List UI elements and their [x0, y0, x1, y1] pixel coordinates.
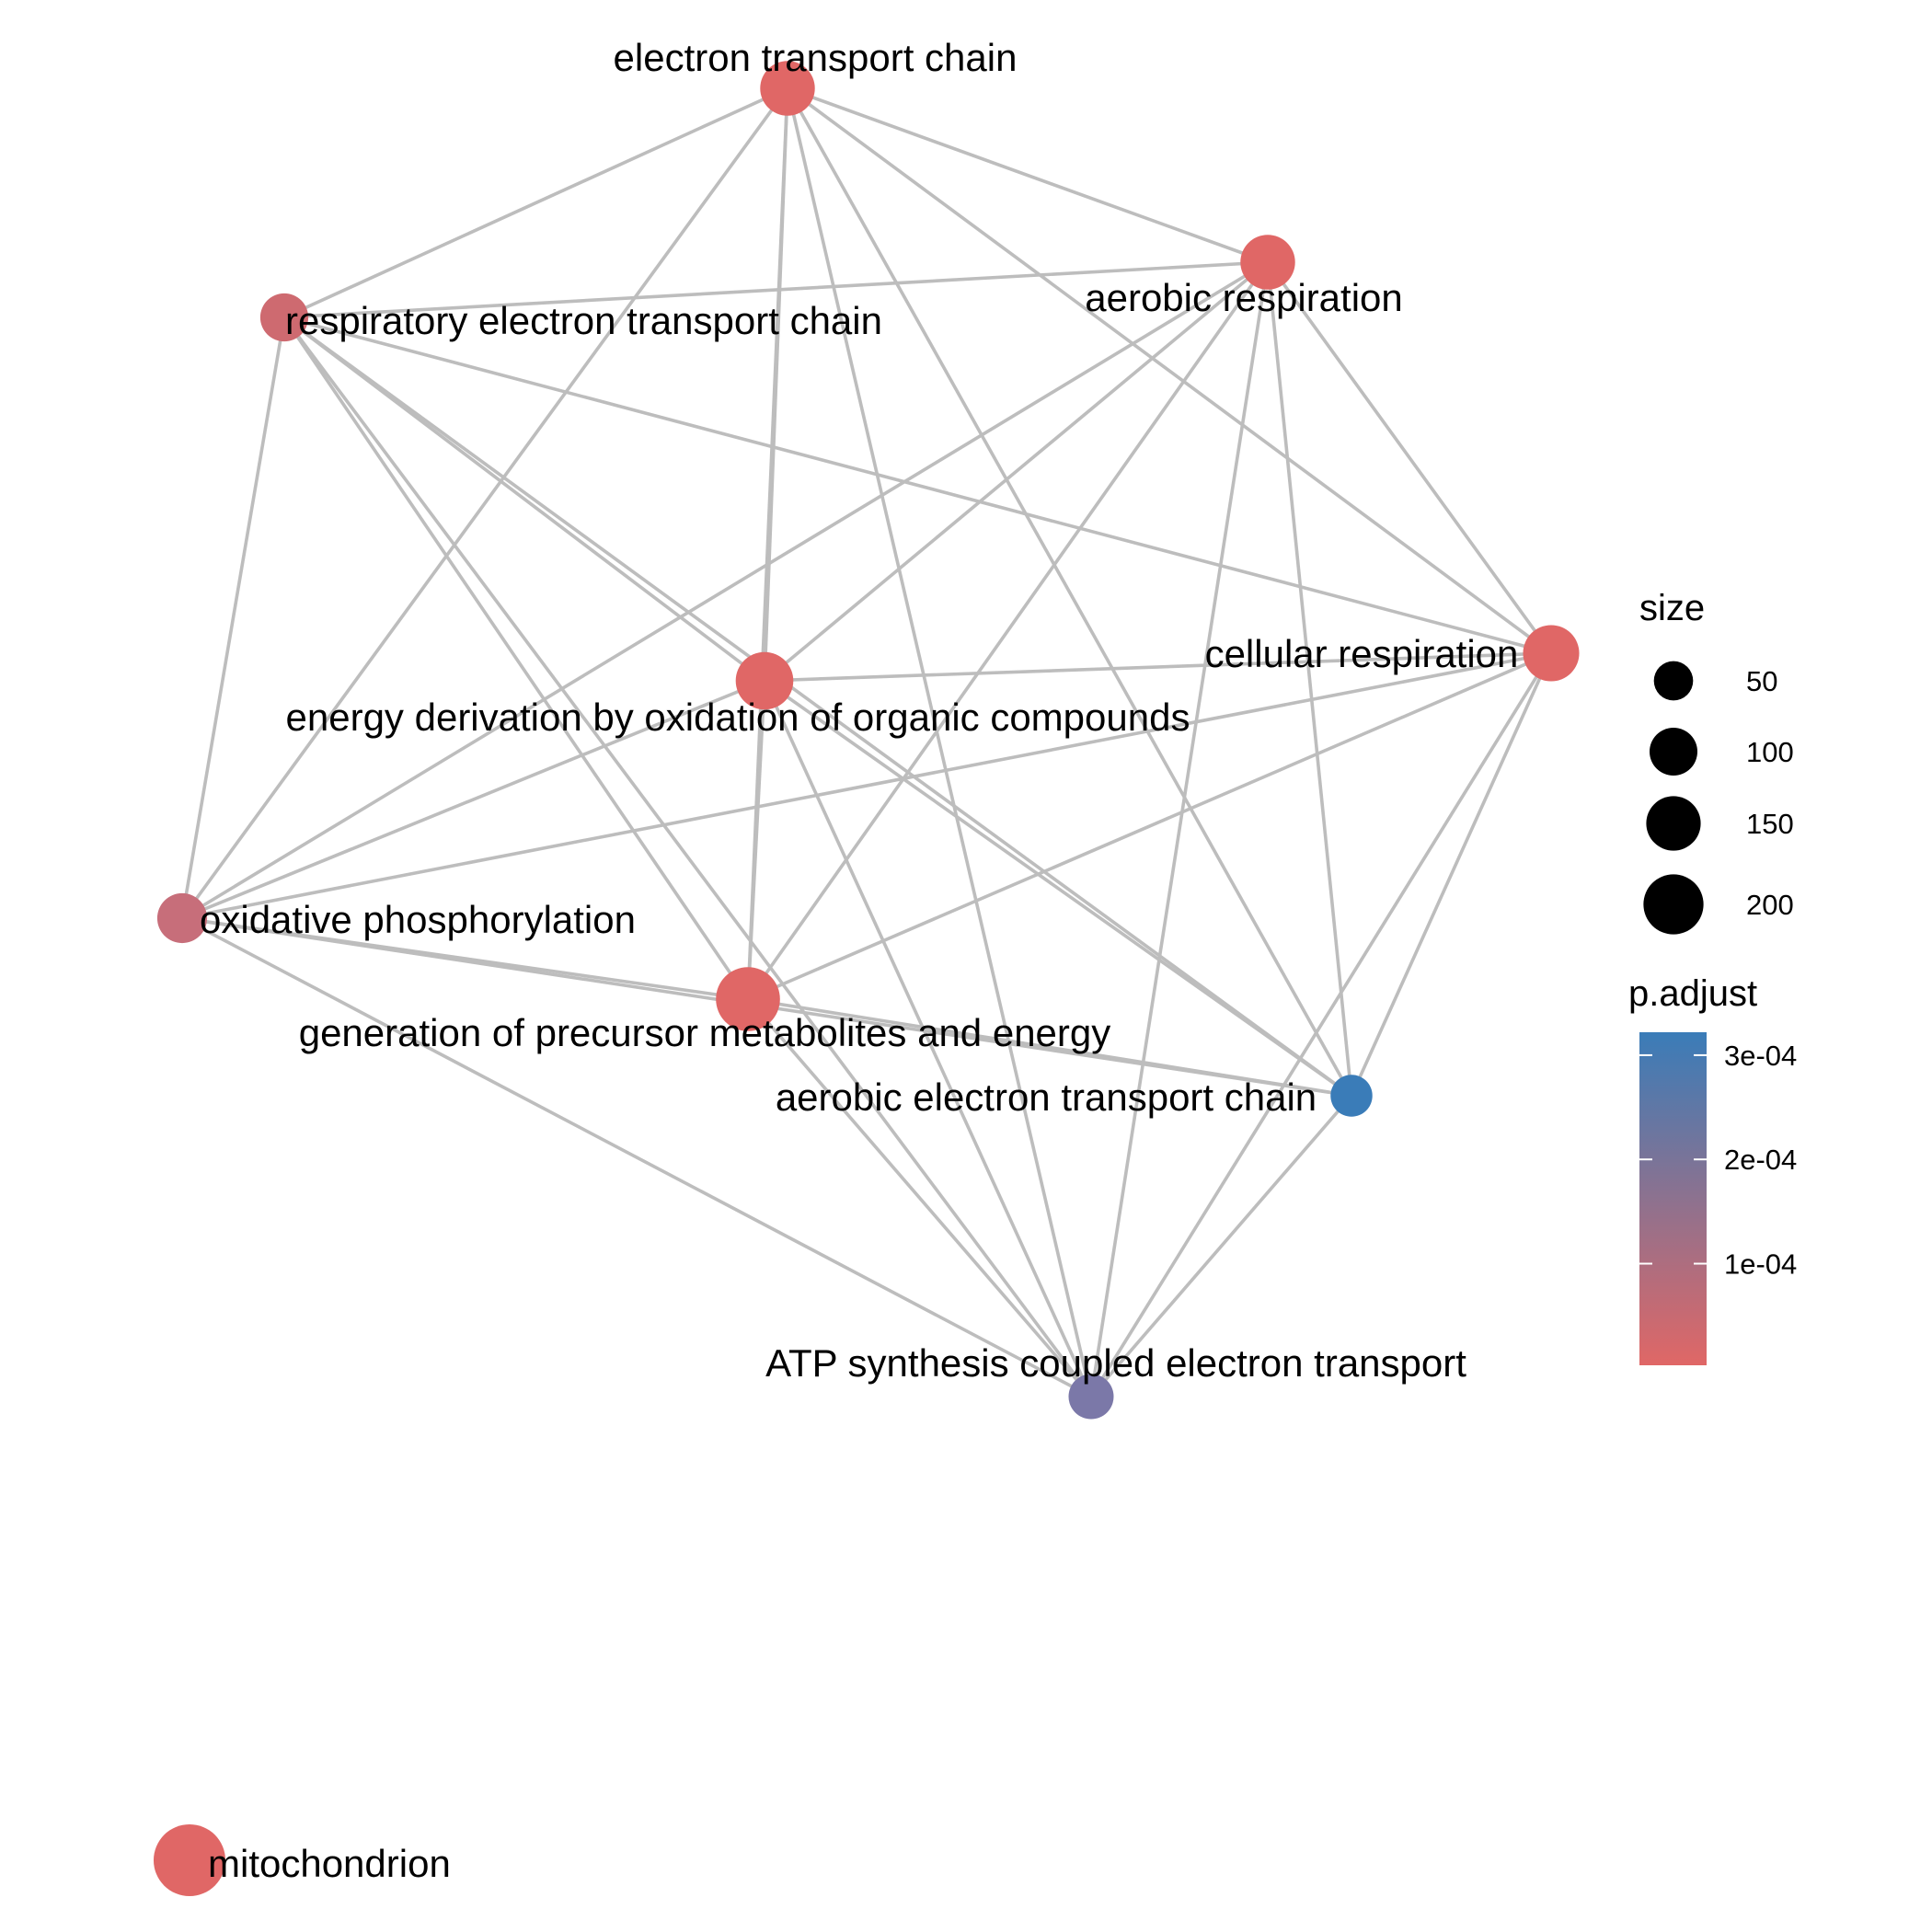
edge-aer-oxp: [181, 260, 1269, 920]
edge-cell-oxp: [181, 651, 1552, 920]
edge-cell-atp: [1089, 652, 1553, 1397]
edge-oxp-atp: [181, 916, 1092, 1398]
node-cell: [1523, 625, 1580, 682]
color-legend-ticks: 3e-04 2e-04 1e-04: [1639, 1040, 1797, 1281]
size-legend-dot-150: [1646, 796, 1701, 851]
size-legend: 50 100 150 200: [1643, 661, 1794, 935]
edge-aer-edoc: [763, 260, 1270, 683]
edge-edoc-oxp: [181, 679, 765, 920]
size-legend-dot-50: [1653, 661, 1694, 701]
node-label-etc: electron transport chain: [614, 36, 1018, 79]
edge-edoc-gpme: [746, 680, 766, 1000]
node-labels: electron transport chain aerobic respirat…: [200, 36, 1518, 1885]
network-edges: [180, 86, 1553, 1398]
node-label-edoc: energy derivation by oxidation of organi…: [286, 696, 1190, 739]
node-label-aetc: aerobic electron transport chain: [776, 1075, 1317, 1119]
color-bar: [1639, 1032, 1707, 1365]
edge-retc-atp: [282, 316, 1093, 1398]
edge-etc-oxp: [180, 86, 789, 920]
node-atp: [1068, 1374, 1114, 1420]
size-legend-label-150: 150: [1746, 808, 1794, 840]
node-etc: [760, 61, 815, 116]
network-nodes: [153, 61, 1580, 1897]
edge-cell-edoc: [764, 651, 1552, 683]
node-aer: [1240, 235, 1295, 290]
node-label-atp: ATP synthesis coupled electron transport: [765, 1341, 1466, 1385]
edge-etc-cell: [786, 86, 1553, 655]
color-tick-label-3e-04: 3e-04: [1724, 1040, 1797, 1072]
edge-cell-aetc: [1350, 652, 1553, 1097]
node-edoc: [735, 651, 794, 710]
edge-aer-retc: [283, 260, 1269, 319]
node-label-oxp: oxidative phosphorylation: [200, 898, 636, 941]
color-legend-title: p.adjust: [1628, 973, 1757, 1014]
node-label-mito: mitochondrion: [208, 1842, 451, 1885]
edge-retc-edoc: [282, 316, 766, 683]
node-label-aer: aerobic respiration: [1085, 276, 1403, 319]
edge-etc-atp: [786, 87, 1093, 1397]
node-aetc: [1330, 1075, 1373, 1117]
size-legend-label-200: 200: [1746, 889, 1794, 921]
edge-aetc-atp: [1089, 1094, 1353, 1398]
node-mito: [153, 1823, 226, 1897]
size-legend-label-100: 100: [1746, 736, 1794, 768]
size-legend-title: size: [1639, 588, 1705, 628]
edge-gpme-atp: [746, 997, 1093, 1398]
size-legend-label-50: 50: [1746, 665, 1777, 697]
edge-aer-cell: [1266, 260, 1553, 655]
node-label-cell: cellular respiration: [1205, 632, 1519, 675]
edge-edoc-aetc: [763, 679, 1353, 1098]
node-label-retc: respiratory electron transport chain: [285, 299, 882, 342]
node-oxp: [156, 892, 208, 944]
size-legend-dot-100: [1650, 728, 1697, 776]
edge-etc-aer: [787, 86, 1269, 264]
edge-aer-gpme: [746, 260, 1270, 1001]
color-tick-label-1e-04: 1e-04: [1724, 1248, 1797, 1281]
size-legend-dot-200: [1643, 874, 1704, 935]
color-tick-label-2e-04: 2e-04: [1724, 1144, 1797, 1176]
legend: size 50 100 150 200 p.adjust 3e-04 2e-04 1e-0…: [1628, 588, 1797, 1365]
node-label-gpme: generation of precursor metabolites and …: [299, 1011, 1111, 1054]
edge-gpme-aetc: [747, 997, 1352, 1098]
edge-retc-aetc: [282, 316, 1353, 1098]
edge-edoc-atp: [763, 680, 1093, 1397]
node-retc: [259, 293, 309, 342]
edge-retc-oxp: [180, 316, 286, 919]
edge-aer-atp: [1089, 261, 1270, 1397]
edge-retc-cell: [283, 316, 1552, 655]
edge-etc-aetc: [786, 87, 1353, 1097]
edge-etc-retc: [283, 86, 788, 319]
edge-retc-gpme: [282, 316, 750, 1001]
edge-aer-aetc: [1266, 261, 1353, 1097]
node-gpme: [716, 967, 780, 1031]
